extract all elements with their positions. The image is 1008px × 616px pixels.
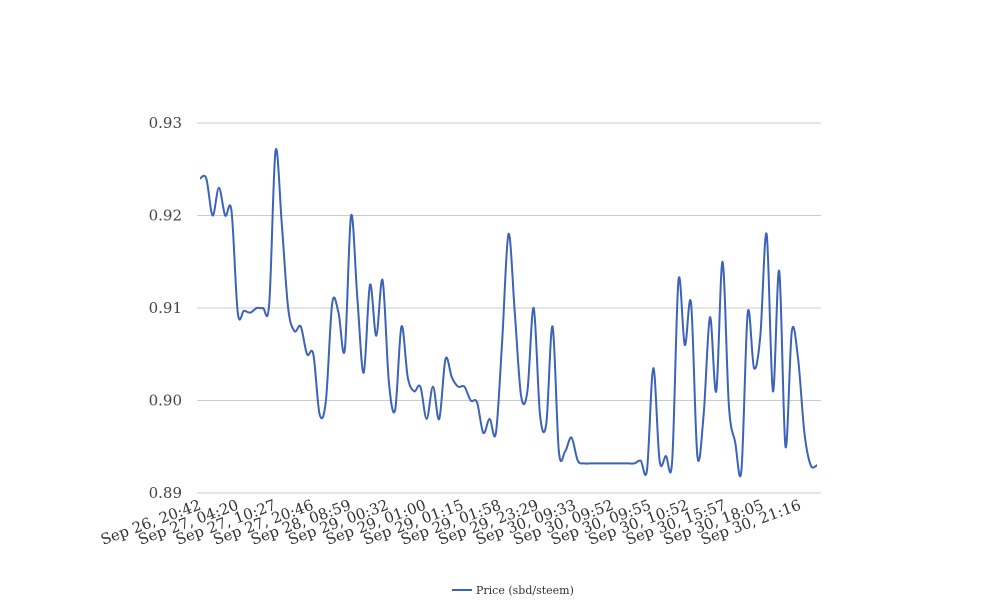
gridlines [197, 122, 821, 494]
y-tick-label: 0.93 [149, 114, 182, 132]
y-tick-label: 0.89 [149, 484, 182, 502]
legend-label: Price (sbd/steem) [476, 584, 574, 597]
y-tick-label: 0.92 [149, 207, 182, 225]
y-tick-label: 0.90 [149, 392, 182, 410]
series-layer [199, 147, 818, 478]
legend: Price (sbd/steem) [452, 584, 574, 597]
y-tick-label: 0.91 [149, 299, 182, 317]
series-line-0 [199, 147, 818, 478]
y-axis-ticks: 0.93 0.92 0.91 0.90 0.89 [149, 114, 182, 502]
